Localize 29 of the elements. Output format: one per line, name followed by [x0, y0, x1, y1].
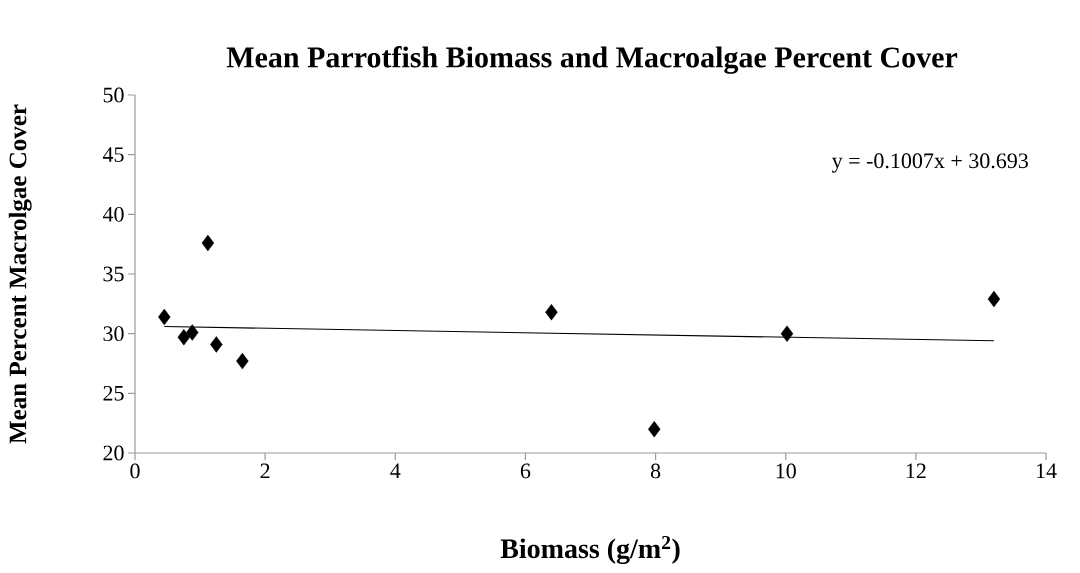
y-tick-label: 45 — [102, 147, 124, 163]
point — [236, 352, 249, 370]
point — [210, 336, 223, 353]
x-tick-label: 8 — [650, 463, 661, 479]
point — [648, 420, 661, 438]
point — [545, 303, 558, 321]
x-tick-label: 6 — [520, 463, 531, 479]
y-tick-label: 30 — [103, 326, 124, 342]
point — [987, 290, 1001, 308]
y-tick-label: 20 — [103, 445, 124, 461]
chart-title: Mean Parrotfish Biomass and Macroalgae Percent Cover — [226, 46, 958, 74]
y-tick-label: 35 — [103, 266, 124, 282]
x-tick-label: 14 — [1036, 463, 1057, 479]
point — [186, 324, 199, 341]
point — [177, 329, 190, 346]
point — [158, 308, 171, 326]
x-tick-label: 0 — [130, 463, 140, 479]
x-axis-title: Biomass (g/m$^{2}$) — [500, 535, 680, 565]
y-tick-label: 40 — [102, 206, 124, 222]
annotation: y = -0.1007x + 30.693 — [831, 153, 1028, 173]
y-axis-title: Mean Percent Macrolgae Cover — [8, 104, 32, 444]
x-tick-label: 4 — [390, 463, 401, 478]
x-tick-label: 12 — [906, 463, 926, 479]
point — [201, 234, 215, 252]
y-tick-label: 50 — [103, 87, 124, 103]
y-tick-label: 25 — [103, 385, 124, 401]
x-tick-label: 2 — [260, 463, 270, 479]
point — [780, 325, 794, 342]
x-tick-label: 10 — [776, 463, 796, 479]
